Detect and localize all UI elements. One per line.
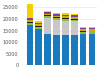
Bar (44, 12, 51, 14)
Bar (44, 16, 51, 18)
Bar (53, 16, 60, 17)
Bar (44, 18, 51, 34)
Bar (80, 31, 86, 32)
Bar (27, 23, 33, 25)
Bar (89, 27, 95, 28)
Bar (53, 13, 60, 14)
Bar (71, 17, 78, 19)
Bar (27, 22, 33, 23)
Bar (53, 18, 60, 20)
Bar (36, 29, 42, 65)
Bar (71, 19, 78, 20)
Bar (27, 20, 33, 22)
Bar (89, 28, 95, 29)
Bar (27, 18, 33, 20)
Bar (62, 16, 69, 18)
Bar (62, 21, 69, 35)
Bar (53, 14, 60, 16)
Bar (27, 4, 33, 18)
Bar (80, 28, 86, 29)
Bar (71, 15, 78, 17)
Bar (80, 29, 86, 31)
Bar (44, 11, 51, 12)
Bar (44, 34, 51, 65)
Bar (89, 29, 95, 32)
Bar (62, 18, 69, 19)
Bar (89, 34, 95, 65)
Bar (62, 19, 69, 21)
Bar (89, 32, 95, 34)
Bar (36, 26, 42, 27)
Bar (44, 15, 51, 16)
Bar (62, 35, 69, 65)
Bar (62, 15, 69, 16)
Bar (36, 24, 42, 26)
Bar (71, 35, 78, 65)
Bar (36, 21, 42, 23)
Bar (62, 13, 69, 15)
Bar (71, 20, 78, 21)
Bar (36, 27, 42, 29)
Bar (80, 34, 86, 65)
Bar (53, 20, 60, 35)
Bar (71, 21, 78, 35)
Bar (53, 35, 60, 65)
Bar (80, 32, 86, 34)
Bar (36, 23, 42, 24)
Bar (53, 17, 60, 18)
Bar (80, 27, 86, 28)
Bar (71, 14, 78, 15)
Bar (27, 25, 33, 65)
Bar (44, 14, 51, 15)
